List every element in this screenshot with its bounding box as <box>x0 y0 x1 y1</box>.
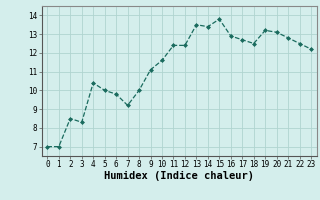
X-axis label: Humidex (Indice chaleur): Humidex (Indice chaleur) <box>104 171 254 181</box>
